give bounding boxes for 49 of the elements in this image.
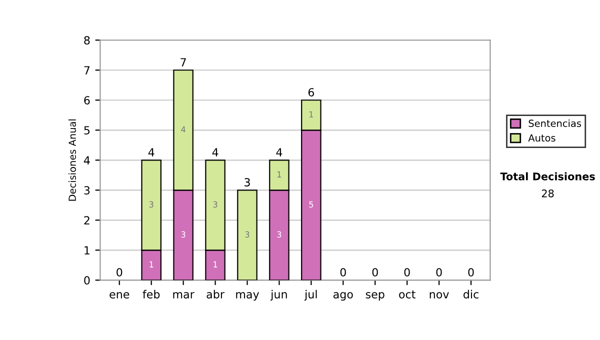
total-label: 4 — [276, 148, 282, 156]
legend-label: Sentencias — [528, 119, 582, 128]
data-label: 3 — [277, 231, 282, 238]
x-tick-label: abr — [206, 290, 224, 298]
x-tick-label: jul — [304, 290, 317, 301]
text: Total Decisiones — [500, 172, 595, 180]
data-label: 3 — [213, 201, 218, 208]
y-tick-label: 5 — [84, 126, 90, 135]
data-label: 1 — [150, 261, 154, 268]
total-label: 0 — [340, 268, 346, 277]
data-label: 1 — [277, 171, 282, 178]
total-label: 4 — [212, 148, 218, 156]
data-label: 3 — [245, 231, 250, 238]
total-label: 0 — [372, 268, 378, 277]
y-tick-label: 0 — [84, 276, 90, 285]
data-label: 3 — [149, 201, 154, 208]
text: 28 — [542, 189, 554, 198]
total-label: 7 — [180, 58, 186, 66]
y-axis-title: Decisiones Anual — [68, 119, 76, 201]
data-label: 4 — [181, 126, 186, 132]
total-label: 0 — [436, 268, 442, 277]
total-label: 0 — [404, 268, 410, 277]
y-tick-label: 2 — [84, 216, 90, 224]
data-label: 3 — [181, 231, 186, 238]
x-tick-label: may — [236, 292, 260, 301]
y-tick-label: 7 — [84, 66, 90, 74]
y-tick-label: 8 — [84, 36, 90, 44]
x-tick-label: oct — [399, 290, 416, 298]
total-label: 3 — [244, 178, 250, 186]
total-label: 4 — [148, 148, 154, 156]
x-tick-label: nov — [430, 292, 449, 298]
x-tick-label: sep — [366, 292, 384, 301]
y-tick-label: 6 — [84, 96, 90, 105]
x-tick-label: feb — [142, 290, 160, 298]
y-tick-label: 3 — [84, 186, 90, 195]
x-tick-label: dic — [464, 290, 478, 298]
x-tick-label: ago — [333, 292, 353, 301]
y-tick-label: 4 — [84, 156, 90, 164]
data-label: 1 — [214, 261, 218, 268]
total-label: 0 — [468, 268, 474, 277]
x-tick-label: ene — [110, 292, 130, 298]
y-tick-label: 1 — [84, 246, 90, 254]
data-label: 5 — [309, 201, 314, 208]
legend-label: Autos — [528, 134, 556, 142]
x-tick-label: jun — [270, 290, 287, 301]
total-label: 0 — [116, 268, 122, 277]
data-label: 1 — [309, 111, 314, 118]
x-tick-label: mar — [173, 292, 194, 298]
total-label: 6 — [308, 88, 314, 96]
